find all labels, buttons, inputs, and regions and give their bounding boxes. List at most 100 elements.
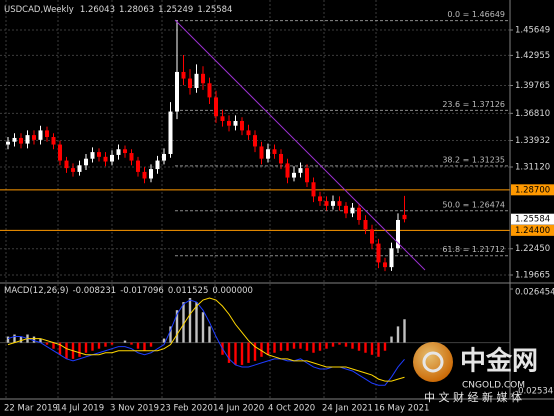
logo-mark [422,351,444,373]
histogram-bar [273,342,276,353]
candle-body [168,111,173,154]
histogram-bar [364,342,367,353]
fib-label: 38.2 = 1.31235 [442,155,505,164]
histogram-bar [312,342,315,353]
candle-body [175,71,179,112]
candle-body [259,146,264,159]
logo-site: CNGOLD.COM [462,381,525,391]
candle-body [363,219,368,230]
histogram-bar [58,342,62,355]
histogram-bar [65,342,68,359]
level-label: 1.28700 [515,185,550,195]
y-tick-label: 1.45649 [515,26,550,36]
histogram-bar [188,298,192,343]
histogram-bar [253,342,257,361]
candle-body [97,152,101,157]
candle-body [84,158,88,166]
y-tick-label: 1.31120 [515,162,550,172]
histogram-bar [169,326,172,343]
candle-body [19,137,23,144]
histogram-bar [78,342,81,357]
fib-label: 23.6 = 1.37126 [442,100,505,109]
candle-body [220,116,225,121]
header-close: 1.25584 [197,5,232,15]
histogram-bar [91,342,94,351]
candle-body [279,153,283,164]
candle-body [357,207,361,220]
candle-body [402,214,407,220]
price-label-box [511,213,554,225]
candle-body [389,248,394,268]
histogram-bar [110,342,114,345]
y-tick-label: -0.025347 [515,387,554,397]
candle-body [162,153,166,161]
histogram-bar [370,342,374,355]
candle-body [149,169,153,179]
histogram-bar [104,342,107,347]
candle-body [45,130,49,138]
candle-body [58,144,62,161]
histogram-bar [338,342,341,345]
macd-value: 0.000000 [212,286,253,296]
candle-body [266,149,270,159]
candle-body [292,172,296,178]
candle-body [110,154,114,162]
candle-body [51,137,56,145]
histogram-bar [201,312,205,343]
candle-body [344,205,348,214]
candle-body [116,149,121,155]
candle-body [318,196,322,202]
candle-body [90,152,95,159]
candle-body [6,141,10,145]
histogram-bar [39,338,42,343]
candle-body [331,201,335,206]
candle-body [32,135,36,140]
candle-body [25,135,30,144]
candle-body [253,135,257,147]
histogram-bar [240,342,244,365]
watermark: 中金网 CNGOLD.COM 中 文 财 经 新 媒 体 [413,342,538,404]
histogram-bar [396,326,400,343]
candle-body [12,137,17,142]
x-tick-label: 3 Nov 2019 [110,404,159,414]
y-tick-label: 1.33932 [515,136,550,146]
x-tick-label: 14 Jul 2019 [56,404,104,414]
fib-label: 61.8 = 1.21712 [442,245,505,254]
y-tick-label: 1.19665 [515,271,550,281]
candle-body [396,219,400,249]
fib-label: 50.0 = 1.26474 [442,200,505,209]
candle-body [324,201,329,206]
level-label: 1.24400 [515,226,550,236]
candle-body [207,83,212,98]
histogram-bar [403,319,406,343]
candle-body [38,130,43,140]
histogram-bar [130,342,133,345]
candle-body [142,171,147,179]
chart-header: USDCAD,Weekly 1.26043 1.28063 1.25249 1.2558… [4,5,232,15]
fib-label: 0.0 = 1.46649 [447,10,505,19]
macd-value: 0.011525 [168,286,209,296]
histogram-bar [344,342,348,347]
histogram-bar [6,336,10,343]
candle-body [305,168,309,183]
trend-line [174,19,426,271]
y-tick-label: 1.42955 [515,51,550,61]
macd-line [7,297,405,382]
candle-body [246,130,251,136]
histogram-bar [52,342,55,349]
histogram-bar [266,342,270,355]
candle-body [123,149,127,154]
histogram-bar [377,342,380,357]
histogram-bar [162,338,166,343]
macd-title: MACD(12,26,9) [4,286,69,296]
x-tick-label: 4 Oct 2020 [268,404,315,414]
logo-slogan: 中 文 财 经 新 媒 体 [424,390,522,404]
candle-body [376,243,381,263]
candle-body [136,160,140,172]
candle-body [214,97,218,117]
histogram-bar [331,342,335,347]
y-tick-label: 0.026454 [515,287,554,297]
y-tick-label: 1.22450 [515,244,550,254]
